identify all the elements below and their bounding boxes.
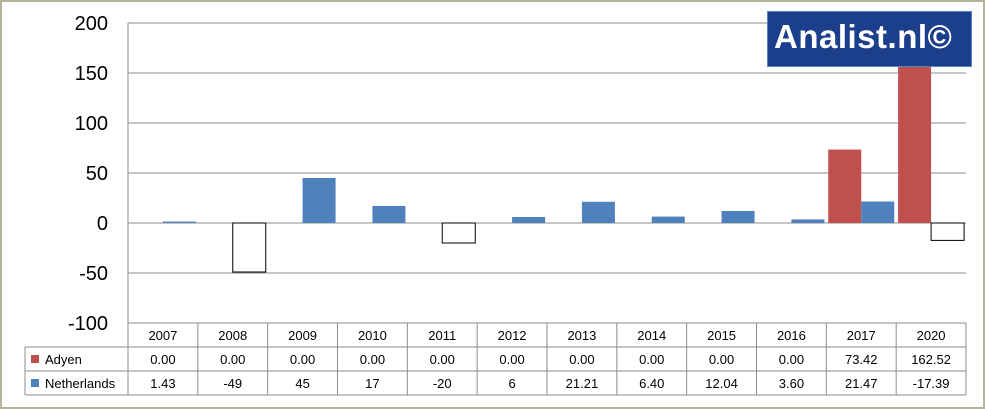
bar-adyen-2017 bbox=[828, 149, 862, 223]
bars bbox=[162, 60, 965, 273]
y-tick-label: 200 bbox=[75, 13, 108, 35]
y-tick-label: 150 bbox=[75, 63, 108, 85]
legend-key-adyen bbox=[31, 355, 39, 363]
data-label: 0.00 bbox=[499, 352, 524, 367]
bar-netherlands-2011 bbox=[441, 222, 476, 244]
bar-netherlands-2013 bbox=[581, 201, 615, 223]
data-label: 6 bbox=[508, 376, 515, 391]
data-label: 45 bbox=[295, 376, 309, 391]
legend-key-netherlands bbox=[31, 379, 39, 387]
data-label: 3.60 bbox=[779, 376, 804, 391]
data-label: 162.52 bbox=[911, 352, 951, 367]
bar-netherlands-2012 bbox=[512, 217, 546, 223]
bar-netherlands-2020 bbox=[930, 222, 965, 241]
data-label: -17.39 bbox=[913, 376, 950, 391]
data-label: 0.00 bbox=[709, 352, 734, 367]
x-tick-label: 2015 bbox=[707, 328, 736, 343]
data-label: 0.00 bbox=[150, 352, 175, 367]
bar-netherlands-2007 bbox=[162, 221, 196, 223]
analist-logo: Analist.nl© bbox=[767, 11, 972, 67]
data-label: 0.00 bbox=[360, 352, 385, 367]
data-label: 21.21 bbox=[566, 376, 599, 391]
x-tick-label: 2007 bbox=[148, 328, 177, 343]
data-label: 0.00 bbox=[290, 352, 315, 367]
bar-netherlands-2008 bbox=[232, 222, 267, 273]
data-label: 12.04 bbox=[705, 376, 738, 391]
x-tick-label: 2009 bbox=[288, 328, 317, 343]
logo-text: Analist.nl© bbox=[774, 18, 953, 55]
data-label: 21.47 bbox=[845, 376, 878, 391]
data-label: 0.00 bbox=[220, 352, 245, 367]
bar-netherlands-2010 bbox=[372, 206, 406, 223]
data-label: 6.40 bbox=[639, 376, 664, 391]
data-label: 1.43 bbox=[150, 376, 175, 391]
x-tick-label: 2008 bbox=[218, 328, 247, 343]
x-tick-label: 2013 bbox=[567, 328, 596, 343]
x-tick-label: 2010 bbox=[358, 328, 387, 343]
data-label: 73.42 bbox=[845, 352, 878, 367]
x-tick-label: 2014 bbox=[637, 328, 666, 343]
data-label: -20 bbox=[433, 376, 452, 391]
bar-adyen-2020 bbox=[898, 60, 932, 224]
bar-netherlands-2009 bbox=[302, 178, 336, 223]
data-label: 0.00 bbox=[779, 352, 804, 367]
y-tick-label: 100 bbox=[75, 113, 108, 135]
legend-label-adyen: Adyen bbox=[45, 352, 82, 367]
y-tick-label: 50 bbox=[86, 163, 108, 185]
y-tick-label: -100 bbox=[68, 313, 108, 335]
data-label: 0.00 bbox=[430, 352, 455, 367]
x-tick-label: 2017 bbox=[847, 328, 876, 343]
data-label: 0.00 bbox=[569, 352, 594, 367]
x-tick-label: 2020 bbox=[917, 328, 946, 343]
y-tick-label: 0 bbox=[97, 213, 108, 235]
data-label: 0.00 bbox=[639, 352, 664, 367]
data-table: 2007 2008 2009 2010 2011 2012 2013 2014 2015 2016… bbox=[24, 322, 967, 396]
bar-netherlands-2016 bbox=[791, 219, 825, 223]
x-tick-label: 2012 bbox=[498, 328, 527, 343]
x-tick-label: 2011 bbox=[428, 328, 456, 343]
bar-netherlands-2014 bbox=[651, 216, 685, 223]
data-label: -49 bbox=[223, 376, 242, 391]
y-tick-label: -50 bbox=[79, 263, 108, 285]
bar-netherlands-2017 bbox=[861, 201, 895, 223]
legend-label-netherlands: Netherlands bbox=[45, 376, 116, 391]
y-axis: 200 150 100 50 0 -50 -100 bbox=[68, 13, 129, 335]
bar-netherlands-2015 bbox=[721, 210, 755, 223]
data-label: 17 bbox=[365, 376, 379, 391]
gridlines bbox=[128, 22, 966, 323]
x-tick-label: 2016 bbox=[777, 328, 806, 343]
